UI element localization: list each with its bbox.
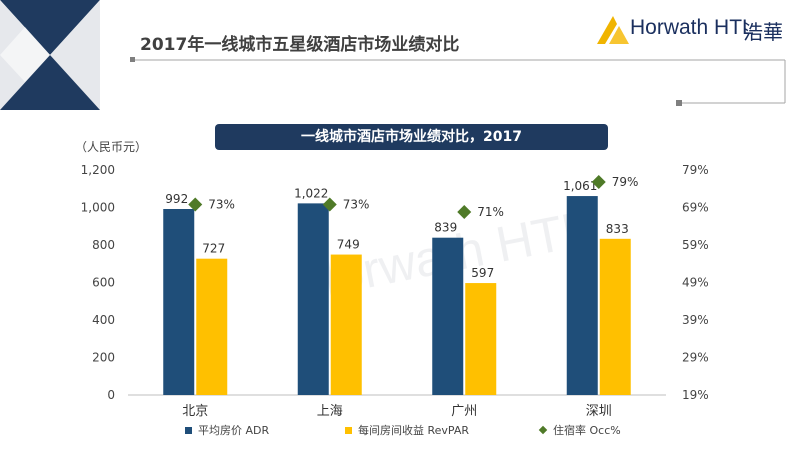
y2-tick-label: 39% (682, 313, 709, 327)
x-tick-label: 深圳 (586, 404, 612, 419)
x-tick-label: 北京 (182, 404, 208, 419)
legend-swatch-revpar (345, 426, 352, 434)
legend-swatch-occ (538, 425, 548, 435)
bar-revpar (330, 254, 362, 395)
legend-item-occ: 住宿率 Occ% (538, 422, 621, 438)
legend-item-revpar: 每间房间收益 RevPAR (345, 422, 469, 438)
data-label-adr: 1,061 (563, 179, 597, 193)
y2-tick-label: 69% (682, 201, 709, 215)
bar-adr (566, 196, 598, 395)
bar-revpar (465, 283, 497, 395)
legend-item-adr: 平均房价 ADR (185, 422, 269, 438)
y2-tick-label: 79% (682, 163, 709, 177)
y-tick-label: 600 (92, 276, 115, 290)
data-label-revpar: 597 (471, 266, 494, 280)
bar-adr (432, 237, 464, 395)
y2-tick-label: 59% (682, 238, 709, 252)
y2-tick-label: 29% (682, 351, 709, 365)
y-tick-label: 1,200 (81, 163, 115, 177)
legend-label-revpar: 每间房间收益 RevPAR (358, 424, 470, 437)
data-label-revpar: 833 (606, 222, 629, 236)
bar-adr (163, 209, 195, 395)
point-occ (457, 205, 472, 219)
y-axis-unit-label: （人民币元） (75, 140, 148, 154)
y-tick-label: 200 (92, 351, 115, 365)
data-label-adr: 992 (165, 192, 188, 206)
point-occ (322, 197, 337, 212)
x-tick-label: 上海 (317, 404, 343, 419)
title-bracket (130, 57, 786, 106)
data-label-occ: 73% (343, 198, 370, 212)
point-occ (188, 197, 203, 212)
data-label-adr: 839 (434, 221, 457, 235)
x-tick-label: 广州 (451, 404, 477, 419)
y2-tick-label: 49% (682, 276, 709, 290)
data-label-occ: 71% (477, 205, 504, 219)
logo-icon (597, 16, 629, 44)
data-label-adr: 1,022 (294, 186, 328, 200)
bar-revpar (196, 258, 228, 395)
legend-swatch-adr (185, 426, 192, 434)
data-label-occ: 73% (208, 198, 235, 212)
logo-text: Horwath HTL (630, 16, 754, 39)
data-label-occ: 79% (612, 175, 639, 189)
slide-title: 2017年一线城市五星级酒店市场业绩对比 (140, 35, 460, 55)
logo-chinese: 浩華 (743, 20, 783, 44)
chart-title-banner: 一线城市酒店市场业绩对比，2017 (215, 124, 608, 150)
data-label-revpar: 749 (337, 238, 360, 252)
corner-decoration (0, 0, 100, 110)
y-tick-label: 1,000 (81, 201, 115, 215)
y2-tick-label: 19% (682, 388, 709, 402)
bar-revpar (599, 238, 631, 395)
y-tick-label: 800 (92, 238, 115, 252)
data-label-revpar: 727 (202, 242, 225, 256)
point-occ (591, 175, 606, 189)
legend-label-adr: 平均房价 ADR (198, 424, 270, 437)
bar-adr (297, 203, 329, 395)
y-tick-label: 400 (92, 313, 115, 327)
legend-label-occ: 住宿率 Occ% (553, 424, 621, 437)
y-tick-label: 0 (107, 388, 115, 402)
